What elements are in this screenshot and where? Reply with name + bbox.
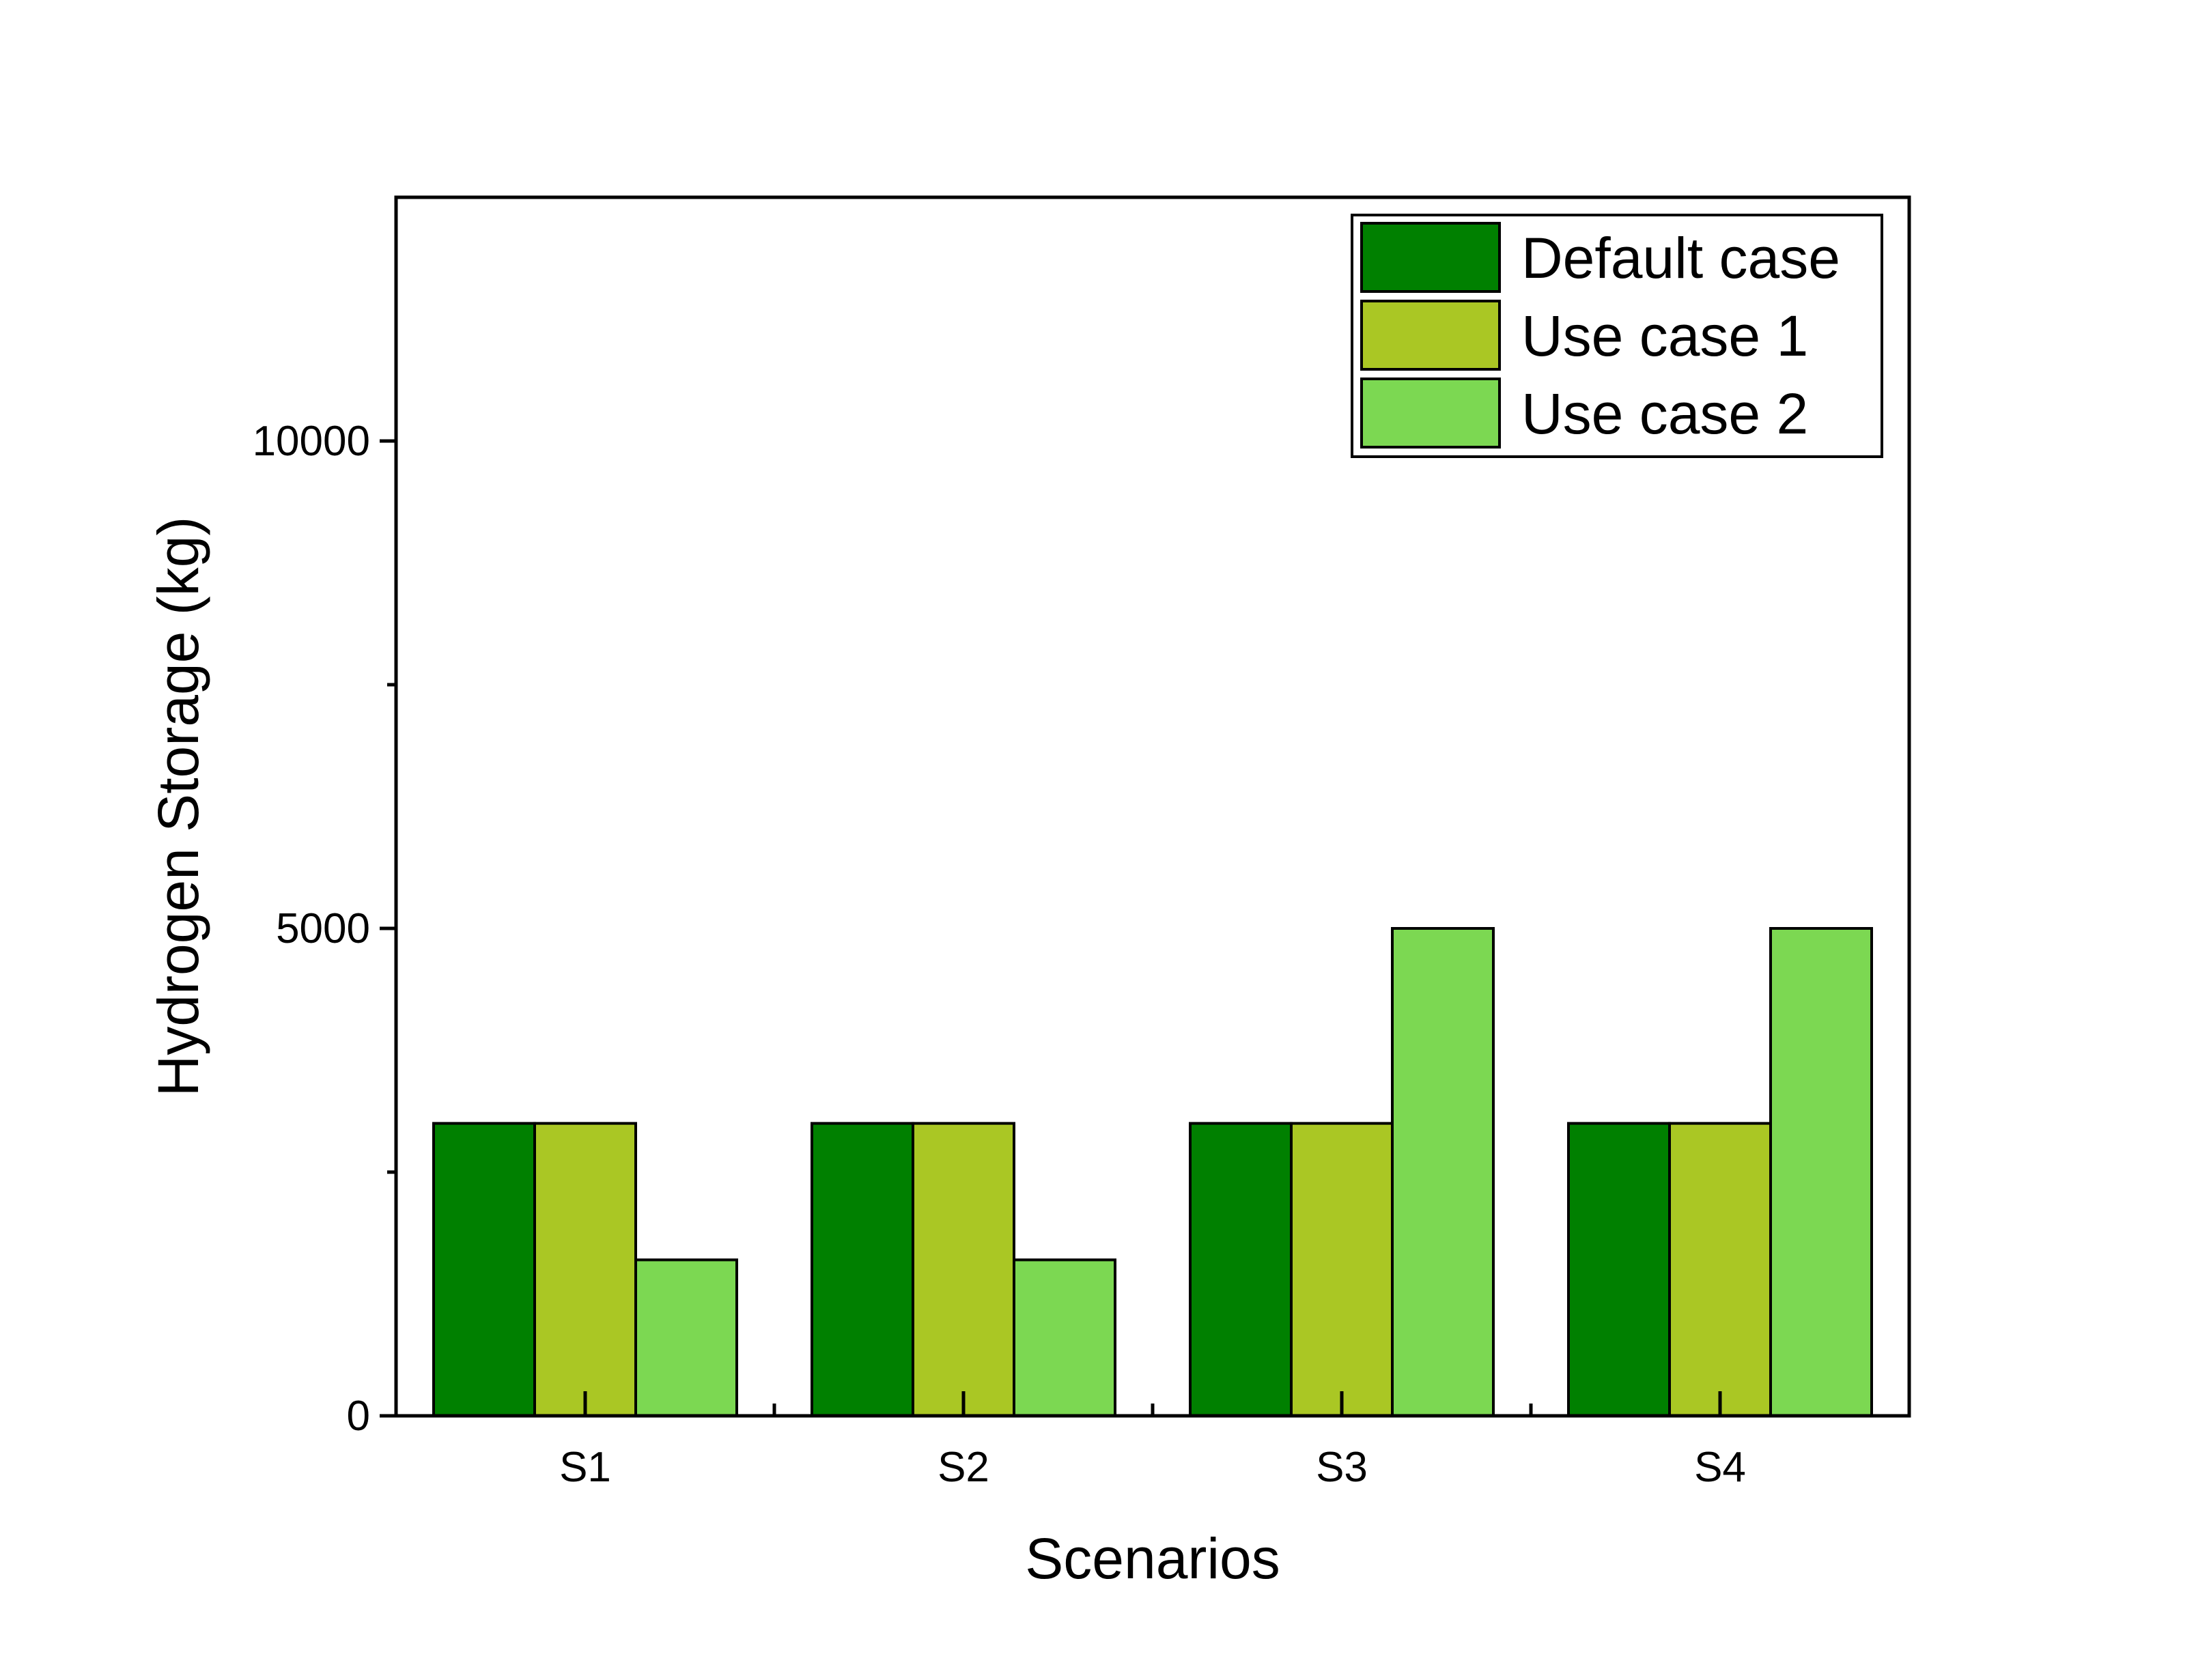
x-tick-label-s3: S3 [1316,1444,1368,1491]
axes-layer: 0 5000 10000 S1 S2 S3 S4 [253,195,1911,1491]
bar-s3-series-2 [1290,1122,1394,1417]
y-tick-label: 0 [347,1393,370,1440]
y-tick-label: 10000 [253,418,370,465]
bar-s4-series-2 [1668,1122,1772,1417]
legend-label-1: Default case [1521,226,1840,290]
bar-s1-series-2 [533,1122,637,1417]
legend-swatch-2 [1360,300,1501,371]
bar-s2-series-2 [912,1122,1015,1417]
bar-s1-series-1 [432,1122,536,1417]
x-tick-label-s2: S2 [938,1444,989,1491]
legend: Default case Use case 1 Use case 2 [1351,214,1883,458]
x-tick-label-s1: S1 [559,1444,611,1491]
legend-label-2: Use case 1 [1521,304,1808,368]
y-axis-title: Hydrogen Storage (kg) [146,517,210,1097]
bar-s1-series-3 [634,1258,738,1418]
bar-s4-series-1 [1567,1122,1671,1417]
bar-s3-series-3 [1391,927,1495,1417]
legend-swatch-3 [1360,378,1501,449]
y-tick-label: 5000 [276,905,370,952]
bar-s3-series-1 [1189,1122,1293,1417]
bars-layer [432,927,1873,1418]
x-tick-label-s4: S4 [1694,1444,1746,1491]
x-axis-title: Scenarios [1025,1526,1280,1591]
bar-s2-series-1 [811,1122,914,1417]
bar-s4-series-3 [1769,927,1873,1417]
legend-label-3: Use case 2 [1521,382,1808,446]
bar-s2-series-3 [1013,1258,1116,1418]
legend-swatch-1 [1360,222,1501,293]
